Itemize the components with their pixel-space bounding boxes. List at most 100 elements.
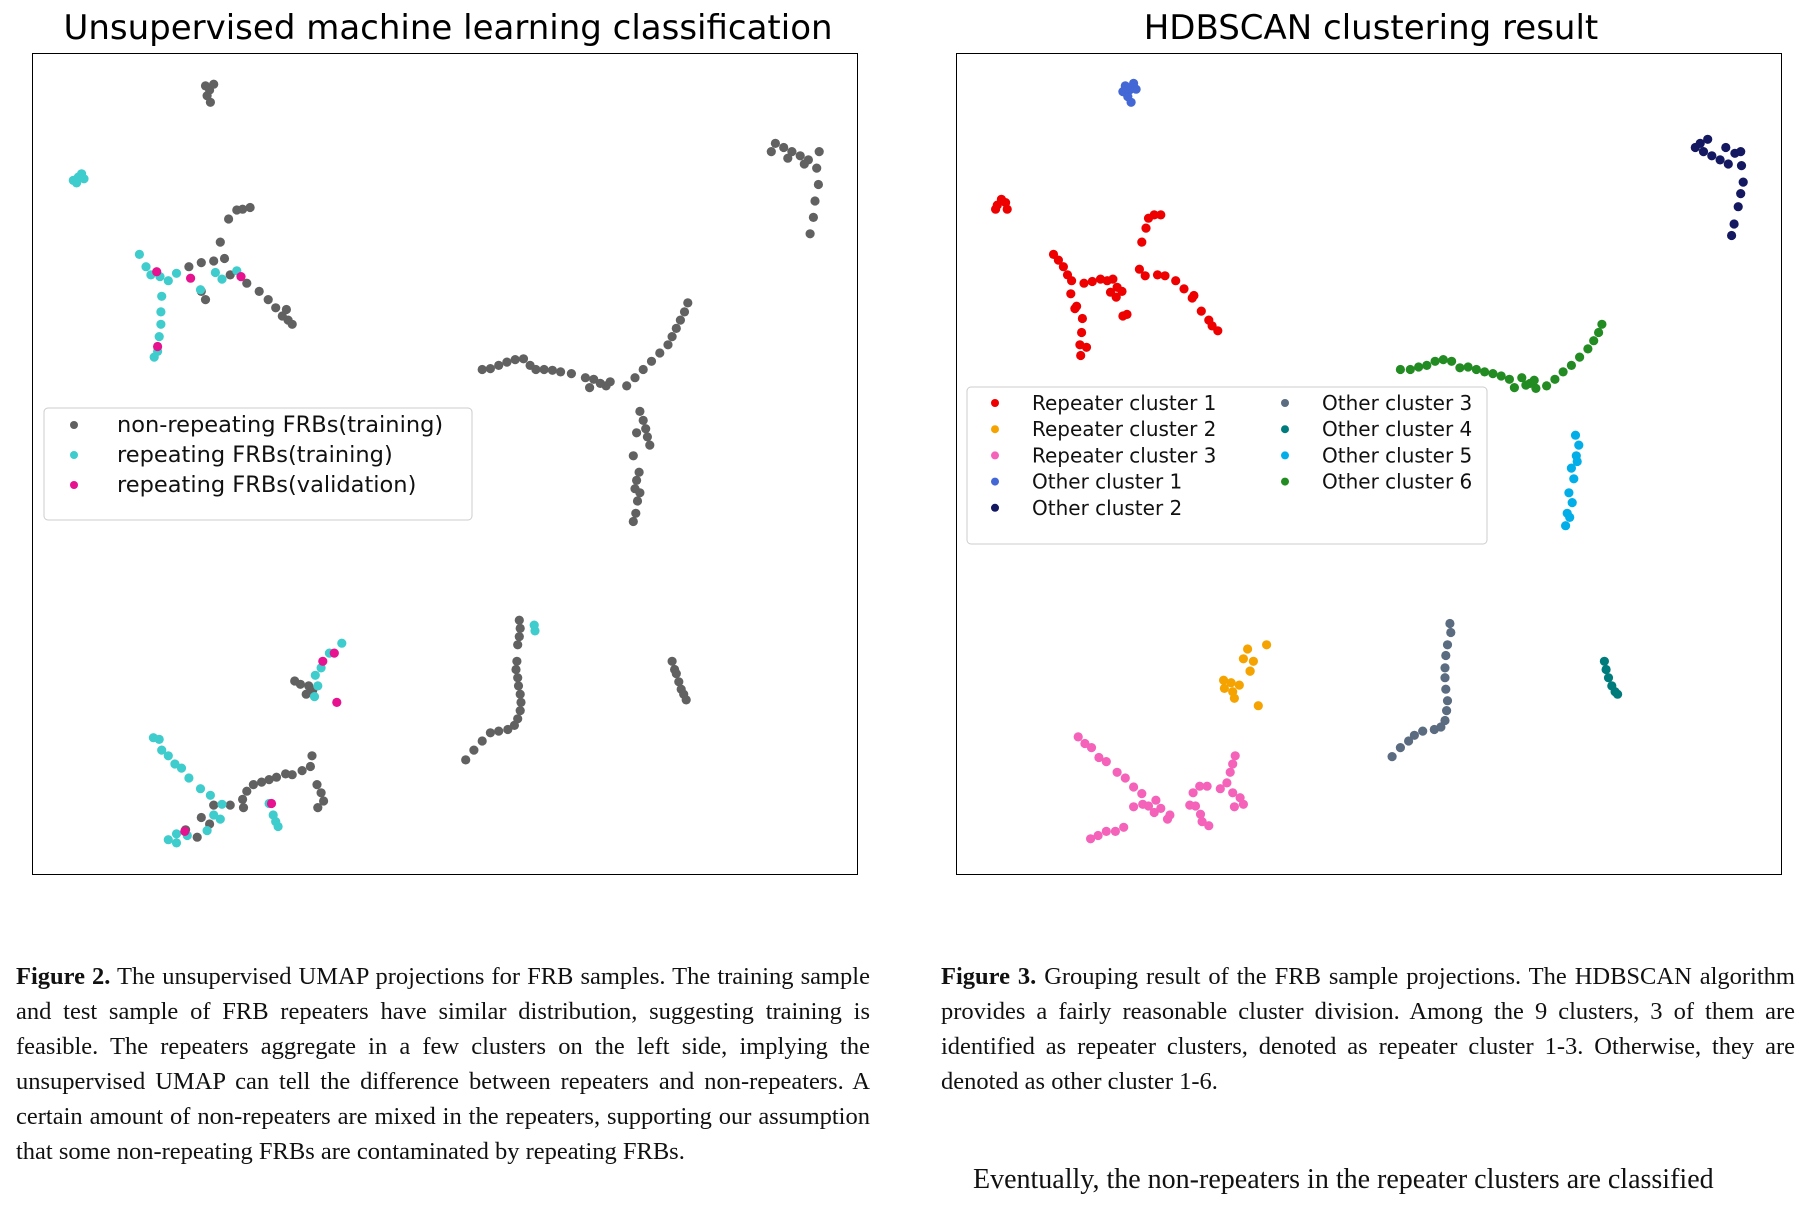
figure3-caption-label: Figure 3. — [941, 963, 1037, 990]
legend-marker-repeater-cluster-1 — [991, 399, 999, 407]
data-point-non-repeating-frbs-training-129 — [209, 800, 219, 810]
data-point-other-cluster-5-10 — [1572, 456, 1582, 467]
data-point-repeater-cluster-1-8 — [1141, 223, 1151, 233]
data-point-repeating-frbs-training-15 — [149, 352, 159, 362]
data-point-repeater-cluster-3-0 — [1073, 732, 1083, 742]
data-point-non-repeating-frbs-training-22 — [224, 214, 234, 224]
data-point-other-cluster-2-9 — [1703, 134, 1713, 144]
data-point-repeating-frbs-training-37 — [209, 810, 219, 820]
data-point-non-repeating-frbs-training-39 — [477, 364, 487, 375]
data-point-non-repeating-frbs-training-20 — [238, 204, 248, 214]
data-point-non-repeating-frbs-training-62 — [663, 340, 673, 350]
data-point-non-repeating-frbs-training-8 — [795, 151, 805, 161]
data-point-other-cluster-2-2 — [1707, 151, 1717, 161]
data-points — [68, 79, 824, 848]
data-point-other-cluster-3-11 — [1429, 724, 1439, 735]
legend-label-other-cluster-4: Other cluster 4 — [1322, 417, 1472, 441]
data-point-non-repeating-frbs-training-112 — [301, 689, 311, 699]
data-point-other-cluster-6-19 — [1531, 383, 1541, 393]
data-point-repeater-cluster-1-23 — [1117, 286, 1127, 296]
data-point-other-cluster-3-7 — [1442, 696, 1453, 706]
data-point-other-cluster-2-13 — [1733, 202, 1743, 212]
data-point-other-cluster-4-0 — [1599, 656, 1609, 666]
data-point-other-cluster-6-20 — [1542, 381, 1552, 391]
data-point-repeater-cluster-3-38 — [1229, 802, 1239, 812]
data-point-repeating-frbs-training-47 — [273, 821, 283, 832]
legend-label-other-cluster-1: Other cluster 1 — [1032, 470, 1182, 494]
data-point-non-repeating-frbs-training-63 — [667, 332, 677, 342]
data-point-repeater-cluster-3-6 — [1120, 773, 1130, 783]
figure2-panel-title: Unsupervised machine learning classifica… — [63, 8, 833, 48]
data-point-non-repeating-frbs-training-104 — [674, 677, 684, 687]
data-point-non-repeating-frbs-training-79 — [631, 508, 641, 518]
data-point-repeater-cluster-3-31 — [1222, 778, 1232, 788]
data-point-other-cluster-6-8 — [1463, 362, 1473, 372]
data-point-other-cluster-6-4 — [1430, 356, 1440, 366]
data-point-repeating-frbs-validation-4 — [318, 656, 328, 666]
data-point-repeater-cluster-3-23 — [1195, 781, 1205, 791]
data-point-repeating-frbs-validation-8 — [266, 798, 277, 809]
data-point-repeater-cluster-3-17 — [1101, 826, 1111, 837]
data-point-non-repeating-frbs-training-32 — [271, 303, 281, 313]
data-point-non-repeating-frbs-training-77 — [634, 467, 644, 477]
data-point-repeating-frbs-training-21 — [337, 638, 347, 648]
data-point-repeating-frbs-training-6 — [141, 262, 151, 272]
data-point-non-repeating-frbs-training-73 — [632, 428, 642, 438]
data-point-non-repeating-frbs-training-51 — [580, 373, 591, 383]
data-point-other-cluster-3-4 — [1440, 663, 1450, 673]
data-point-repeater-cluster-1-41 — [1196, 306, 1206, 316]
data-point-non-repeating-frbs-training-69 — [638, 415, 648, 425]
figure2-caption: Figure 2. The unsupervised UMAP projecti… — [16, 959, 870, 1169]
data-point-repeating-frbs-training-30 — [163, 751, 173, 761]
data-point-other-cluster-2-1 — [1698, 147, 1709, 157]
data-point-non-repeating-frbs-training-94 — [509, 720, 519, 731]
data-point-non-repeating-frbs-training-131 — [196, 812, 206, 823]
data-point-non-repeating-frbs-training-68 — [635, 406, 645, 416]
legend-label-repeater-cluster-2: Repeater cluster 2 — [1032, 417, 1216, 441]
data-point-other-cluster-3-2 — [1442, 640, 1453, 650]
data-point-repeater-cluster-1-30 — [1066, 289, 1076, 299]
data-point-repeater-cluster-3-13 — [1149, 807, 1159, 818]
data-point-non-repeating-frbs-training-114 — [305, 761, 315, 772]
data-point-repeating-frbs-training-11 — [156, 307, 166, 317]
data-point-repeater-cluster-2-10 — [1229, 693, 1239, 703]
data-point-repeater-cluster-3-20 — [1119, 822, 1129, 832]
data-point-non-repeating-frbs-training-127 — [319, 796, 329, 806]
data-point-repeating-frbs-validation-6 — [332, 697, 342, 708]
data-point-non-repeating-frbs-training-97 — [485, 728, 495, 738]
data-point-other-cluster-6-24 — [1575, 352, 1585, 362]
data-point-repeating-frbs-training-35 — [205, 790, 215, 800]
data-point-repeating-frbs-training-32 — [176, 763, 187, 773]
data-point-repeating-frbs-training-49 — [530, 626, 540, 636]
data-point-other-cluster-6-25 — [1583, 344, 1593, 354]
data-point-other-cluster-2-7 — [1736, 161, 1747, 171]
data-point-repeater-cluster-1-9 — [1137, 237, 1147, 247]
data-point-non-repeating-frbs-training-78 — [632, 496, 643, 506]
legend-box — [966, 386, 1488, 545]
legend-box — [43, 407, 473, 521]
legend-marker-repeater-cluster-3 — [991, 451, 999, 460]
data-point-other-cluster-6-0 — [1395, 364, 1405, 375]
data-point-repeating-frbs-training-39 — [202, 826, 212, 836]
data-point-non-repeating-frbs-training-61 — [655, 348, 665, 358]
data-point-non-repeating-frbs-training-74 — [628, 451, 638, 461]
data-point-other-cluster-6-23 — [1566, 360, 1576, 370]
data-point-repeater-cluster-1-38 — [1171, 276, 1181, 286]
data-point-repeating-frbs-training-42 — [163, 835, 173, 845]
data-point-repeater-cluster-3-22 — [1188, 788, 1198, 798]
figure2-scatter-plot: non-repeating FRBs(training) repeating FR… — [32, 53, 858, 875]
legend-marker-repeating-frbs-training — [70, 451, 78, 459]
data-point-non-repeating-frbs-training-50 — [566, 369, 577, 379]
figure2-caption-label: Figure 2. — [16, 963, 111, 990]
data-point-non-repeating-frbs-training-24 — [219, 253, 230, 264]
data-point-repeater-cluster-1-22 — [1111, 292, 1121, 302]
data-point-non-repeating-frbs-training-18 — [814, 147, 824, 157]
data-point-other-cluster-6-9 — [1471, 364, 1481, 375]
data-point-repeater-cluster-2-11 — [1253, 701, 1263, 711]
data-point-non-repeating-frbs-training-85 — [513, 640, 523, 650]
data-point-other-cluster-6-27 — [1594, 327, 1604, 338]
data-point-repeating-frbs-training-3 — [79, 174, 89, 184]
data-point-non-repeating-frbs-training-95 — [503, 724, 513, 735]
data-point-other-cluster-2-12 — [1736, 189, 1746, 199]
data-point-non-repeating-frbs-training-12 — [810, 196, 820, 206]
